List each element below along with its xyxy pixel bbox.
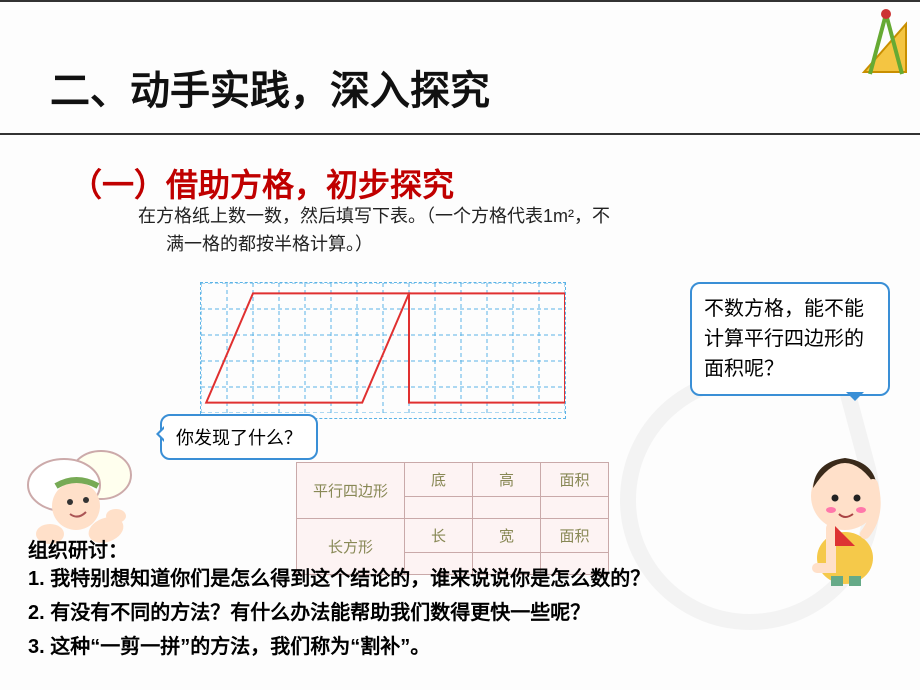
question-3: 3. 这种“一剪一拼”的方法，我们称为“割补”。 xyxy=(28,632,430,662)
speech-bubble-right: 不数方格，能不能计算平行四边形的面积呢？ xyxy=(690,282,890,396)
table-cell-label: 高 xyxy=(473,463,541,497)
grid-svg xyxy=(201,283,565,413)
child-clipart xyxy=(787,418,902,588)
table-cell-label: 底 xyxy=(405,463,473,497)
table-cell-value xyxy=(405,497,473,519)
instruction-text-line2: 满一格的都按半格计算。） xyxy=(166,230,726,258)
angel-clipart xyxy=(6,430,156,550)
discussion-title: 组织研讨： xyxy=(28,534,128,563)
section-subtitle: （一）借助方格，初步探究 xyxy=(70,160,454,206)
table-cell-value xyxy=(473,497,541,519)
instruction-text-line1: 在方格纸上数一数，然后填写下表。（一个方格代表1m²，不 xyxy=(138,202,698,230)
main-title: 二、动手实践，深入探究 xyxy=(50,58,490,116)
question-1: 1. 我特别想知道你们是怎么得到这个结论的，谁来说说你是怎么数的？ xyxy=(28,564,650,594)
compass-icon xyxy=(858,4,914,82)
question-2: 2. 有没有不同的方法？有什么办法能帮助我们数得更快一些呢？ xyxy=(28,598,590,628)
data-table: 平行四边形底高面积长方形长宽面积 xyxy=(296,462,609,575)
table-cell-label: 面积 xyxy=(541,463,609,497)
divider-line xyxy=(0,133,920,135)
table-row-header: 平行四边形 xyxy=(297,463,405,519)
grid-figure xyxy=(200,282,566,419)
speech-bubble-left: 你发现了什么？ xyxy=(160,414,318,460)
table-cell-value xyxy=(541,497,609,519)
table-cell-label: 宽 xyxy=(473,519,541,553)
table-cell-label: 面积 xyxy=(541,519,609,553)
table-cell-label: 长 xyxy=(405,519,473,553)
